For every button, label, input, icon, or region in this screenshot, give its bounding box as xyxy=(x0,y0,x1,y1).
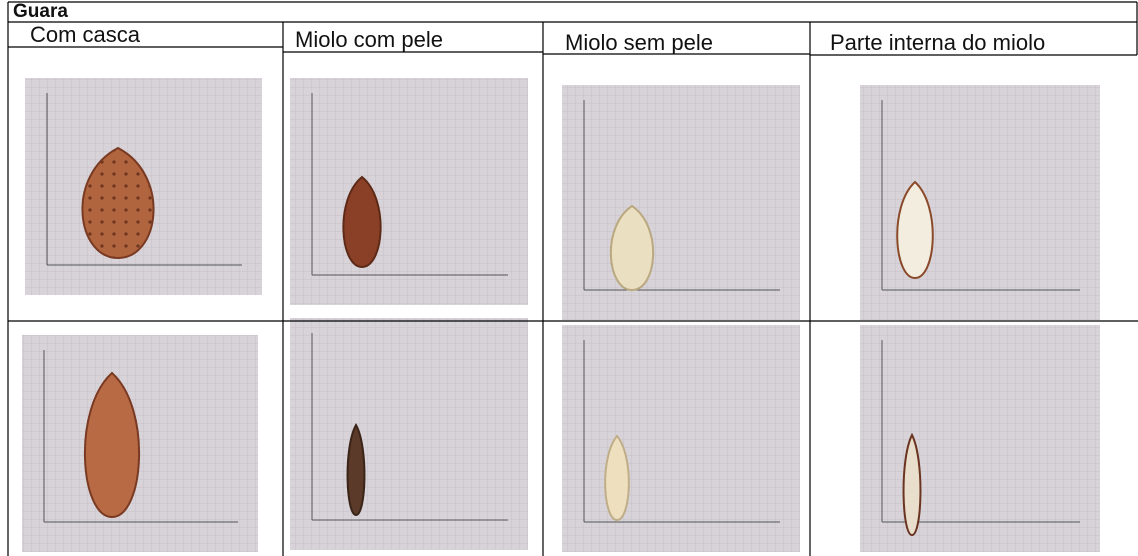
almond xyxy=(81,146,155,260)
photo xyxy=(290,78,528,305)
column-header: Parte interna do miolo xyxy=(830,30,1046,55)
almond xyxy=(84,371,140,519)
photos xyxy=(22,78,1100,552)
column-header: Miolo sem pele xyxy=(565,30,713,55)
column-header: Miolo com pele xyxy=(295,27,443,52)
photo xyxy=(860,325,1100,552)
photo xyxy=(562,85,800,320)
photo xyxy=(562,325,800,552)
photo xyxy=(22,335,258,552)
column-header: Com casca xyxy=(30,22,141,47)
almond xyxy=(896,180,934,280)
photo xyxy=(860,85,1100,320)
almond xyxy=(609,204,655,292)
almond xyxy=(342,175,382,269)
almond xyxy=(346,422,366,517)
almond xyxy=(902,432,922,537)
almond xyxy=(604,434,630,522)
table-title: Guara xyxy=(13,1,68,22)
table-lines xyxy=(7,1,1138,556)
photo xyxy=(290,318,528,550)
